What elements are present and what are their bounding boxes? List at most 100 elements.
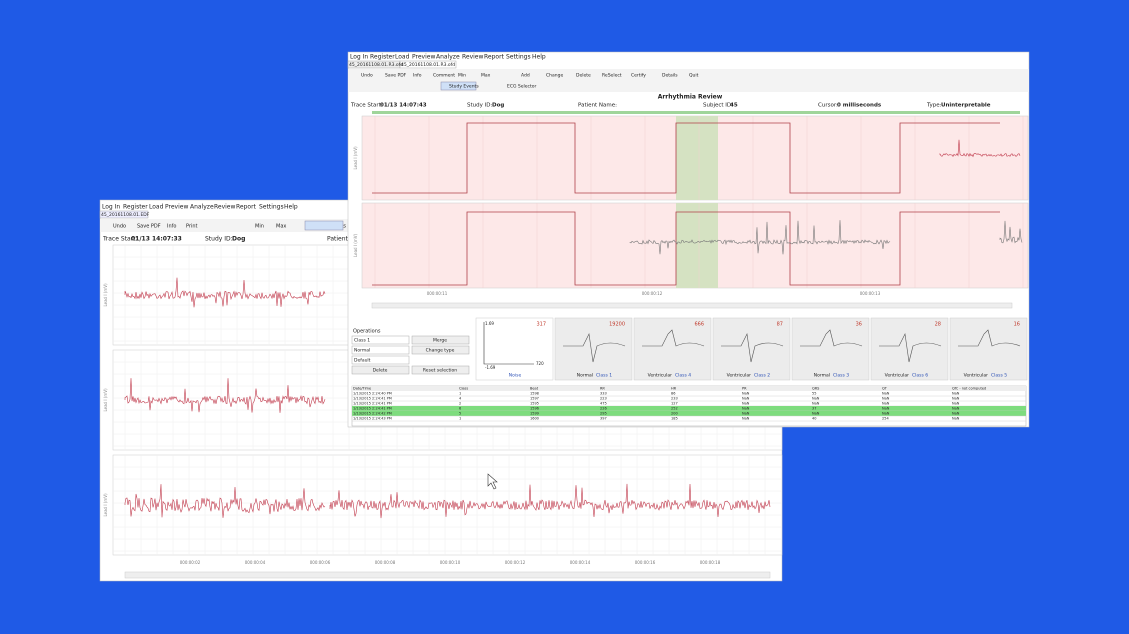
cell: 397 [600,417,607,421]
x-tick-label: 000:00:02 [180,560,201,565]
menu-item[interactable]: Review [462,54,484,61]
button [351,365,410,375]
menu-item[interactable]: Help [532,54,546,61]
toolbar-button[interactable]: Max [276,224,286,230]
cell: 1 [459,392,461,396]
tab-label[interactable]: 45_20161108.01.R3.ofd [349,62,403,68]
cell: 185 [671,417,678,421]
axis-value: -1.69 [485,365,496,370]
menu-item[interactable]: Help [284,204,298,211]
thumbnail [554,317,633,381]
menu-item[interactable]: Log In [350,54,368,61]
dropdown-value[interactable]: Class 1 [354,338,370,344]
cell: NaN [952,407,960,411]
toolbar-button[interactable]: ReSelect [602,73,622,79]
toolbar-button[interactable]: Print [186,224,198,230]
axis-label: Lead I (mV) [353,146,358,170]
menu-item[interactable]: Analyze [436,54,460,61]
button [411,365,470,375]
axis-label: Lead I (mV) [353,234,358,258]
label: Study ID: [467,103,492,109]
tab-label[interactable]: 45_20161108.01.R3.ofd [401,62,455,68]
toolbar-button[interactable]: Save PDF [385,73,407,79]
toolbar-button[interactable]: Undo [113,224,126,230]
toolbar-button[interactable]: Add [521,73,530,79]
value: Dog [492,103,504,109]
menu-item[interactable]: Settings [506,54,531,61]
beat-shape [800,329,863,347]
dropdown-value[interactable]: Normal [354,348,370,354]
tab-label[interactable]: 45_20161108.01.EDF [101,212,150,218]
column-header: QRS [812,387,820,391]
toolbar-button[interactable]: Info [167,224,176,230]
column-header: QTc - not computed [952,387,986,391]
cell: 475 [600,402,607,406]
button-label[interactable]: Merge [433,338,447,344]
x-tick-label: 000:00:08 [375,560,396,565]
beat-type: Ventricular [964,373,989,379]
button-label[interactable]: Change type [426,348,455,354]
beat-shape [958,329,1021,347]
thumbnail [791,317,870,381]
dropdown-value[interactable]: Default [354,358,371,364]
count: 28 [935,322,941,328]
menu-item[interactable]: Preview [412,54,435,61]
label: Patient Name: [578,103,617,109]
toolbar-toggle [304,220,344,231]
cell: 233 [671,397,678,401]
label: Study ID: [205,236,233,243]
cell: 6 [459,407,461,411]
cell: 1 [459,417,461,421]
cell: NaN [742,402,750,406]
menu-item[interactable]: Register [370,54,395,61]
menu-item[interactable]: Report [236,204,257,211]
toolbar-button[interactable]: Save PDF [137,224,161,230]
cell: 1595 [530,402,539,406]
menu-item[interactable]: Review [214,204,236,211]
cell: 55 [812,392,816,396]
waveform [124,484,326,518]
waveform [629,220,1023,255]
cell: 295 [600,412,607,416]
toolbar-button[interactable]: Certify [631,73,646,79]
dropdown [351,335,410,345]
toolbar-button[interactable]: Info [413,73,422,79]
menu-item[interactable]: Log In [102,204,120,211]
value: Uninterpretable [941,103,991,109]
menu-item[interactable]: Settings [259,204,284,211]
toolbar-button[interactable]: Quit [689,73,699,79]
toolbar-button[interactable]: Undo [361,73,373,79]
beat-type: Ventricular [727,373,752,379]
toolbar-button[interactable]: Min [255,224,264,230]
toolbar-button[interactable]: Comment [433,73,455,79]
menu-item[interactable]: Register [123,204,148,211]
cell: NaN [882,412,890,416]
column-header: QT [882,387,888,391]
toolbar-button[interactable]: Change [546,73,563,79]
label: Cursor: [818,103,838,109]
toolbar-button[interactable]: ECG Selector [507,84,537,90]
toolbar-button[interactable]: Min [458,73,466,79]
annotation-wave [372,211,1000,286]
column-header: Beat [530,387,539,391]
cell: 1/13/2015 2:24:42 PM [353,412,392,416]
menu-item[interactable]: Load [149,204,164,211]
toolbar-button[interactable]: Study Events [449,84,479,90]
menu-item[interactable]: Preview [165,204,188,211]
label: Patient N [327,236,354,243]
toolbar-button[interactable]: Max [481,73,491,79]
title: Arrhythmia Review [658,94,723,101]
button-label[interactable]: Delete [373,368,388,374]
button-label[interactable]: Reset selection [423,368,457,374]
plot-area [112,454,783,556]
x-tick-label: 000:00:16 [635,560,656,565]
annotation-wave [372,122,1000,194]
menu-item[interactable]: Analyze [190,204,214,211]
toolbar-button[interactable]: Details [662,73,678,79]
axis-value: 1.69 [485,321,494,326]
cell: 1600 [530,417,539,421]
menu-item[interactable]: Report [484,54,505,61]
menu-item[interactable]: Load [395,54,410,61]
toolbar-button[interactable]: Delete [576,73,591,79]
beat-type: Ventricular [885,373,910,379]
